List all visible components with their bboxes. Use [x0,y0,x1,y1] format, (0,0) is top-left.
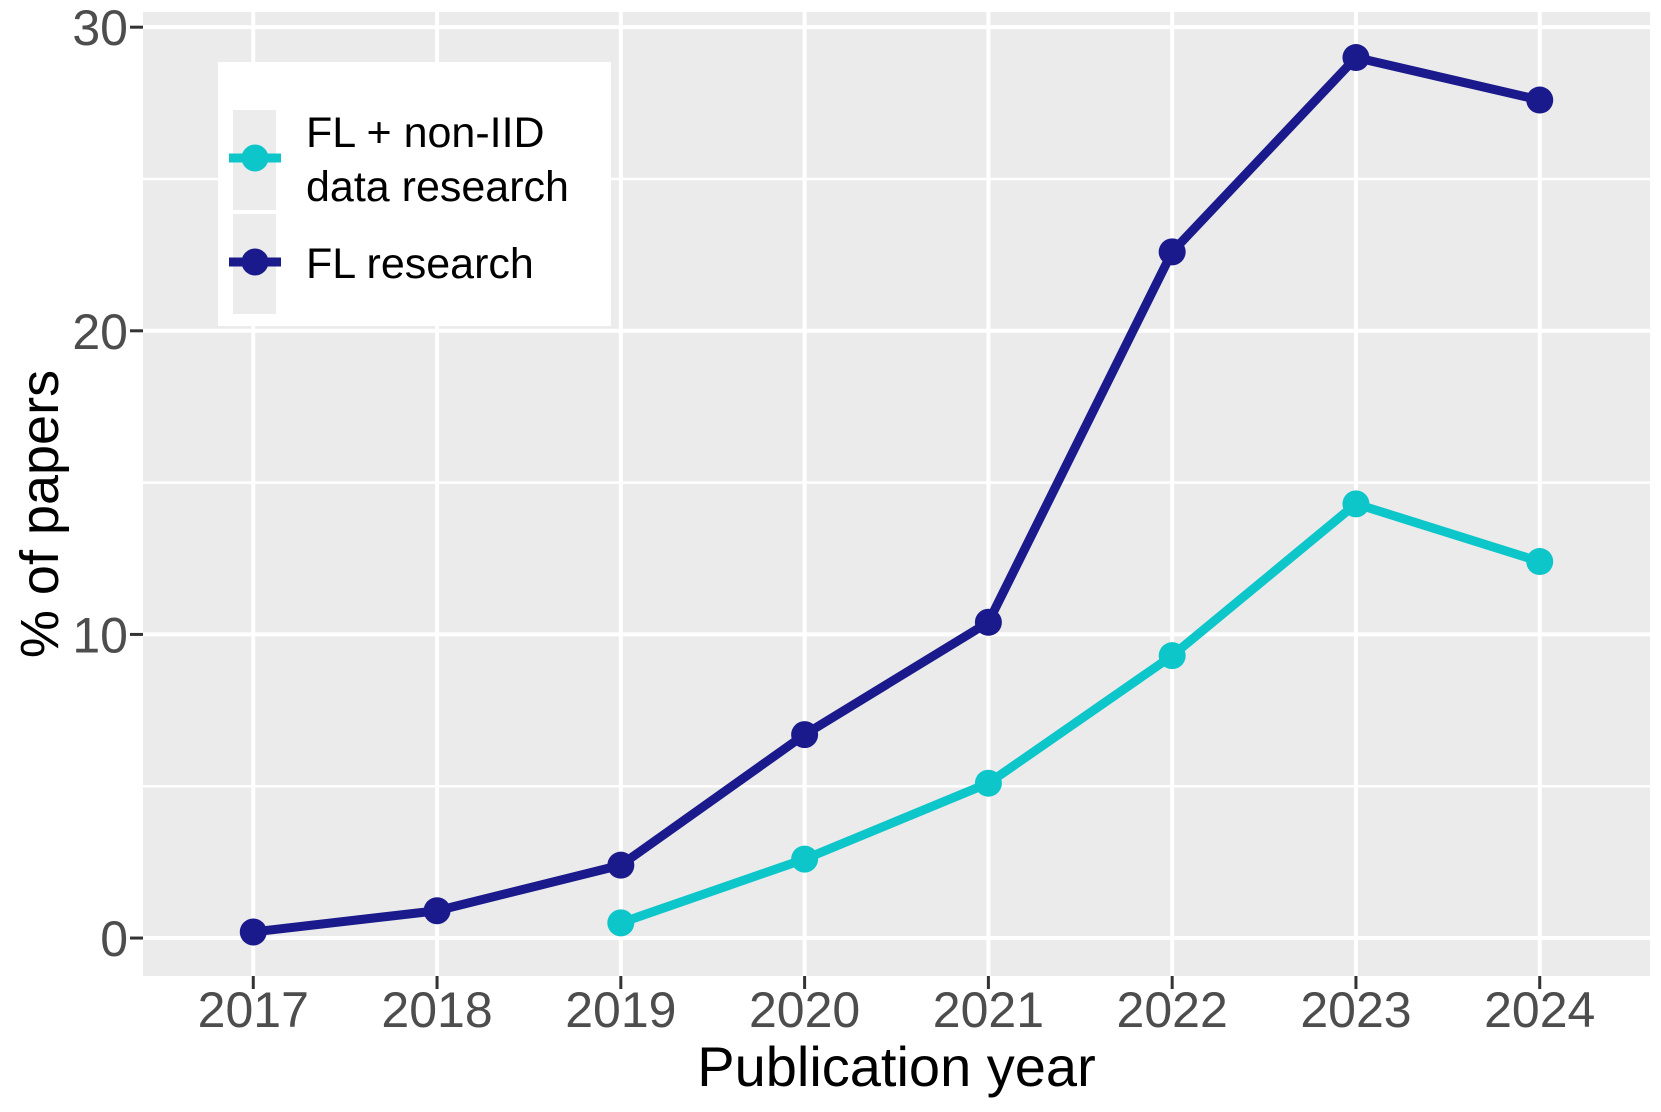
y-tick-label: 10 [72,607,128,663]
data-point [974,769,1002,797]
data-point [1342,44,1370,72]
legend-item-fl-research: FL research [228,214,569,314]
x-tick-label: 2020 [749,982,860,1038]
data-point [974,608,1002,636]
y-tick-label: 30 [72,0,128,56]
data-point [1342,490,1370,518]
x-tick-label: 2021 [933,982,1044,1038]
legend-label-line: FL + non-IID [306,109,545,157]
x-tick-label: 2022 [1117,982,1228,1038]
data-point [791,845,819,873]
series-line [616,499,1545,928]
legend-key-fl-research [228,214,281,314]
series-marker-icon [227,246,283,283]
series-line [248,53,1545,937]
x-tick-label: 2024 [1484,982,1595,1038]
legend-label-line: FL research [306,240,534,288]
y-tick-label: 0 [100,911,128,967]
data-point [607,851,635,879]
x-axis-title: Publication year [697,1035,1096,1098]
data-point [1158,238,1186,266]
x-tick-label: 2018 [381,982,492,1038]
data-point [239,918,267,946]
legend-label-fl-research: FL research [306,237,534,291]
data-point [607,909,635,937]
legend-label-fl-noniid: FL + non-IID data research [306,106,569,214]
data-point [1526,86,1554,114]
data-point [1158,642,1186,670]
x-tick-label: 2023 [1300,982,1411,1038]
legend: FL + non-IID data research FL research [218,62,611,326]
series-marker-icon [228,144,281,171]
series-marker-icon [228,248,281,275]
legend-item-fl-noniid: FL + non-IID data research [228,106,569,214]
legend-label-line: data research [306,163,569,211]
series-marker-icon [227,142,283,179]
x-tick-label: 2019 [565,982,676,1038]
data-point [791,721,819,749]
y-tick-label: 20 [72,304,128,360]
y-axis-title: % of papers [10,369,70,659]
x-tick-label: 2017 [198,982,309,1038]
data-point [423,897,451,925]
data-point [1526,548,1554,576]
legend-key-fl-noniid [228,110,281,210]
